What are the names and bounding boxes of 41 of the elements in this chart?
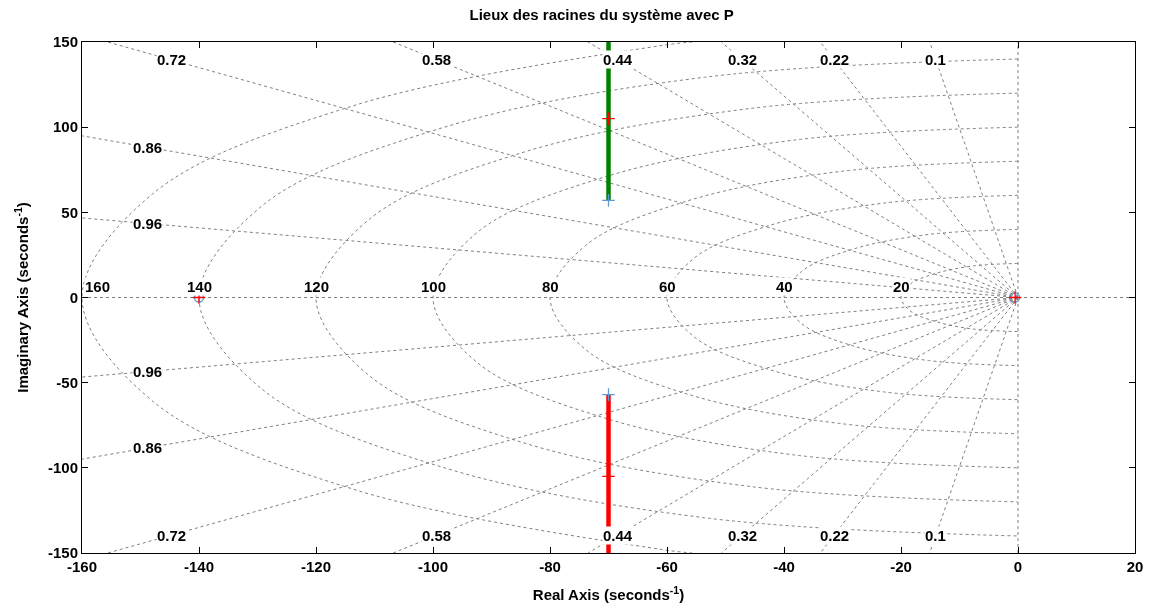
y-tick-label: -100: [47, 459, 78, 477]
x-tick-label: -120: [300, 558, 332, 575]
series-label: 0.22: [820, 51, 850, 68]
series-label: 160: [85, 278, 111, 295]
series-label: 0.58: [422, 527, 452, 544]
series-label: 0.32: [728, 527, 758, 544]
series-label: 0.32: [728, 51, 758, 68]
series-label: 0.1: [925, 51, 946, 68]
series-label: 140: [187, 278, 213, 295]
series-label: 100: [421, 278, 447, 295]
x-tick-label: -80: [539, 558, 561, 575]
series-label: 120: [304, 278, 330, 295]
x-tick-label: -60: [656, 558, 678, 575]
y-tick-label: -50: [56, 373, 78, 391]
x-tick-label: 20: [1126, 558, 1144, 575]
x-tick-label: -100: [417, 558, 449, 575]
chart-title: Lieux des racines du système avec P: [469, 5, 734, 23]
x-tick-label: -20: [890, 558, 912, 575]
series-label: 20: [893, 278, 910, 295]
y-tick-label: 150: [52, 33, 78, 51]
x-tick-label: -40: [773, 558, 795, 575]
x-tick-label: -140: [183, 558, 215, 575]
series-label: 0.96: [133, 363, 163, 380]
series-label: 0.96: [133, 215, 163, 232]
series-label: 80: [542, 278, 559, 295]
y-tick-label: 100: [52, 118, 78, 136]
series-label: 0.22: [820, 527, 850, 544]
series-label: 40: [776, 278, 793, 295]
series-label: 60: [659, 278, 676, 295]
series-label: 0.44: [603, 51, 633, 68]
series-label: 0.58: [422, 51, 452, 68]
series-label: 0.86: [133, 439, 163, 456]
x-tick-label: 0: [1013, 558, 1023, 575]
series-label: 0.86: [133, 139, 163, 156]
x-axis-title: Real Axis (seconds$^{-1}$): [532, 583, 685, 603]
series-label: 0.72: [157, 527, 187, 544]
series-label: 0.72: [157, 51, 187, 68]
series-label: 0.44: [603, 527, 633, 544]
y-tick-label: 50: [61, 203, 78, 221]
y-tick-label: 0: [69, 288, 78, 306]
series-label: 0.1: [925, 527, 946, 544]
